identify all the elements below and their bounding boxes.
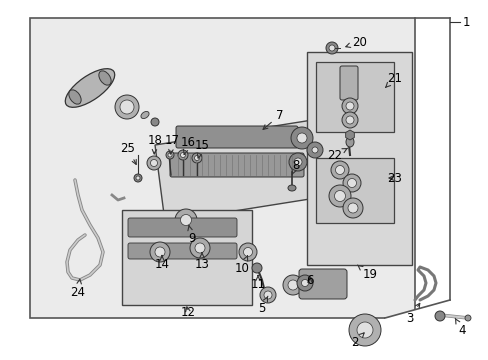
Ellipse shape	[65, 69, 115, 107]
Ellipse shape	[311, 147, 317, 153]
Text: 5: 5	[258, 296, 267, 315]
Text: 19: 19	[357, 265, 377, 282]
Ellipse shape	[147, 156, 161, 170]
Ellipse shape	[195, 243, 204, 253]
Text: 23: 23	[387, 171, 402, 185]
Ellipse shape	[115, 95, 139, 119]
Text: 21: 21	[385, 72, 402, 87]
FancyBboxPatch shape	[298, 269, 346, 299]
Ellipse shape	[150, 242, 170, 262]
Ellipse shape	[264, 291, 271, 299]
Bar	[122, 210, 251, 305]
Ellipse shape	[194, 156, 199, 161]
Ellipse shape	[168, 153, 172, 157]
Ellipse shape	[434, 311, 444, 321]
Ellipse shape	[287, 185, 295, 191]
Text: 12: 12	[180, 306, 195, 319]
Bar	[30, 18, 414, 318]
Ellipse shape	[175, 209, 197, 231]
Text: 2: 2	[350, 333, 364, 348]
Text: 20: 20	[345, 36, 366, 49]
Ellipse shape	[192, 153, 202, 163]
Ellipse shape	[328, 45, 334, 51]
Text: 9: 9	[187, 226, 195, 244]
Ellipse shape	[293, 158, 302, 166]
Polygon shape	[155, 118, 334, 222]
Ellipse shape	[348, 314, 380, 346]
Ellipse shape	[346, 137, 353, 147]
Ellipse shape	[243, 248, 252, 257]
Text: 8: 8	[291, 158, 299, 174]
Ellipse shape	[296, 275, 312, 291]
FancyBboxPatch shape	[170, 153, 304, 177]
Ellipse shape	[251, 263, 262, 273]
Ellipse shape	[306, 142, 323, 158]
Ellipse shape	[120, 100, 134, 114]
Polygon shape	[384, 300, 449, 360]
Ellipse shape	[165, 151, 174, 159]
Text: 3: 3	[406, 303, 419, 324]
Bar	[315, 62, 393, 132]
Ellipse shape	[150, 159, 157, 166]
Text: 10: 10	[234, 256, 249, 274]
Text: 13: 13	[194, 253, 209, 271]
Ellipse shape	[334, 190, 345, 202]
FancyBboxPatch shape	[176, 126, 297, 148]
Text: 15: 15	[194, 139, 209, 158]
Bar	[315, 158, 393, 223]
Text: 4: 4	[454, 318, 465, 337]
Ellipse shape	[141, 112, 149, 118]
Ellipse shape	[260, 287, 275, 303]
Text: 16: 16	[180, 135, 195, 154]
Ellipse shape	[288, 153, 306, 171]
Ellipse shape	[347, 179, 356, 188]
FancyBboxPatch shape	[339, 66, 357, 100]
Ellipse shape	[342, 174, 360, 192]
Ellipse shape	[99, 71, 111, 85]
Ellipse shape	[464, 315, 470, 321]
Ellipse shape	[239, 243, 257, 261]
Ellipse shape	[356, 322, 372, 338]
Text: 6: 6	[305, 274, 313, 287]
Ellipse shape	[341, 112, 357, 128]
Ellipse shape	[180, 215, 191, 225]
Ellipse shape	[134, 174, 142, 182]
Text: 1: 1	[462, 15, 469, 28]
Ellipse shape	[190, 238, 209, 258]
Ellipse shape	[346, 102, 353, 110]
Ellipse shape	[301, 279, 308, 287]
Bar	[306, 52, 411, 265]
Ellipse shape	[178, 150, 187, 160]
Ellipse shape	[283, 275, 303, 295]
Ellipse shape	[335, 166, 344, 175]
FancyBboxPatch shape	[128, 218, 237, 237]
Text: 17: 17	[164, 134, 179, 154]
Ellipse shape	[290, 127, 312, 149]
Ellipse shape	[151, 118, 159, 126]
Text: 18: 18	[147, 134, 162, 154]
Ellipse shape	[180, 153, 185, 158]
Text: 14: 14	[154, 256, 169, 271]
Ellipse shape	[325, 42, 337, 54]
FancyBboxPatch shape	[128, 243, 237, 259]
Ellipse shape	[296, 133, 306, 143]
Text: 11: 11	[250, 276, 265, 292]
Ellipse shape	[136, 176, 140, 180]
Ellipse shape	[341, 98, 357, 114]
Ellipse shape	[346, 116, 353, 124]
Ellipse shape	[69, 90, 81, 104]
Ellipse shape	[287, 280, 297, 290]
Ellipse shape	[342, 198, 362, 218]
Text: 7: 7	[263, 108, 283, 129]
Text: 22: 22	[327, 148, 347, 162]
Ellipse shape	[330, 161, 348, 179]
Text: 25: 25	[121, 141, 136, 165]
Ellipse shape	[347, 203, 357, 213]
Ellipse shape	[328, 185, 350, 207]
Text: 24: 24	[70, 279, 85, 298]
Ellipse shape	[155, 247, 164, 257]
